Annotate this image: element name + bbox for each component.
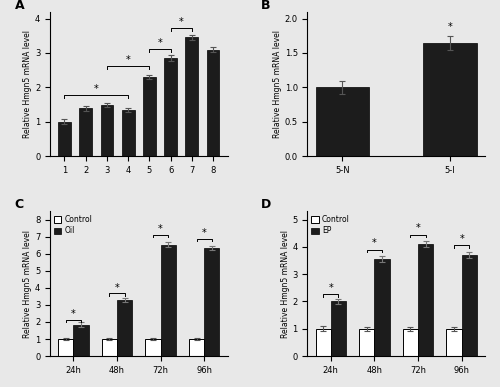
Text: *: * [158,224,163,234]
Bar [331,301,346,356]
Bar [374,259,390,356]
Bar [206,50,220,156]
Bar [80,108,92,156]
Bar [58,122,71,156]
Bar [316,87,370,156]
Text: *: * [460,235,464,244]
Bar [160,245,176,356]
Text: *: * [114,283,119,293]
Bar [143,77,156,156]
Text: D: D [262,199,272,211]
Text: A: A [14,0,24,12]
Bar [102,339,117,356]
Bar [359,329,374,356]
Text: *: * [328,283,333,293]
Legend: Control, Oil: Control, Oil [54,215,92,235]
Text: *: * [448,22,452,32]
Bar [164,58,177,156]
Text: *: * [158,38,162,48]
Y-axis label: Relative Hmgn5 mRNA level: Relative Hmgn5 mRNA level [280,229,289,338]
Text: C: C [14,199,24,211]
Bar [446,329,462,356]
Bar [462,255,477,356]
Text: B: B [262,0,271,12]
Bar [418,244,434,356]
Bar [423,43,477,156]
Bar [403,329,418,356]
Bar [74,325,88,356]
Bar [189,339,204,356]
Legend: Control, EP: Control, EP [312,215,350,235]
Text: *: * [416,223,420,233]
Bar [58,339,74,356]
Bar [100,104,114,156]
Text: *: * [372,238,377,248]
Bar [204,248,220,356]
Y-axis label: Relative Hmgn5 mRNA level: Relative Hmgn5 mRNA level [23,229,32,338]
Y-axis label: Relative Hmgn5 mRNA level: Relative Hmgn5 mRNA level [273,30,282,138]
Bar [117,300,132,356]
Text: *: * [179,17,184,27]
Bar [316,329,331,356]
Bar [146,339,160,356]
Text: *: * [202,228,206,238]
Bar [122,110,134,156]
Text: *: * [94,84,98,94]
Y-axis label: Relative Hmgn5 mRNA level: Relative Hmgn5 mRNA level [23,30,32,138]
Text: *: * [71,310,76,319]
Text: *: * [126,55,130,65]
Bar [186,38,198,156]
